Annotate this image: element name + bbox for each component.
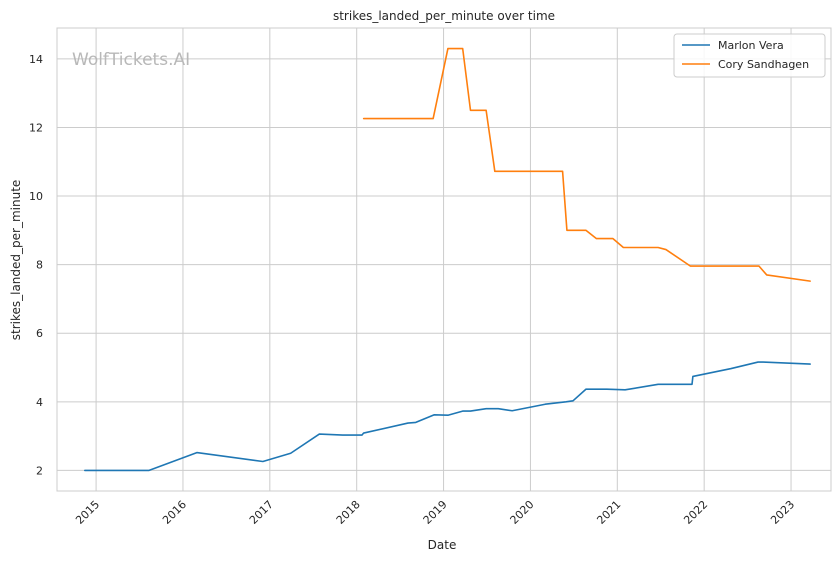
y-tick-label-14: 14	[29, 53, 43, 66]
legend: Marlon Vera Cory Sandhagen	[673, 33, 826, 78]
y-tick-label-10: 10	[29, 190, 43, 203]
y-tick-label-4: 4	[36, 396, 43, 409]
watermark: WolfTickets.AI	[72, 50, 190, 70]
y-axis-label: strikes_landed_per_minute	[9, 180, 23, 341]
y-tick-labels: 2 4 6 8 10 12 14	[29, 53, 43, 478]
plot-border	[56, 27, 832, 492]
x-axis-label: Date	[428, 538, 457, 552]
plot-frame	[56, 27, 832, 492]
series-lines	[84, 47, 811, 472]
chart-title: strikes_landed_per_minute over time	[333, 9, 555, 23]
y-tick-label-12: 12	[29, 121, 43, 134]
y-tick-label-8: 8	[36, 259, 43, 272]
series-line-cory-sandhagen	[362, 47, 811, 282]
legend-label-marlon-vera: Marlon Vera	[718, 39, 784, 52]
y-tick-label-6: 6	[36, 327, 43, 340]
legend-box	[673, 33, 826, 78]
y-tick-label-2: 2	[36, 464, 43, 477]
legend-label-cory-sandhagen: Cory Sandhagen	[718, 58, 809, 71]
series-line-marlon-vera	[84, 361, 811, 472]
